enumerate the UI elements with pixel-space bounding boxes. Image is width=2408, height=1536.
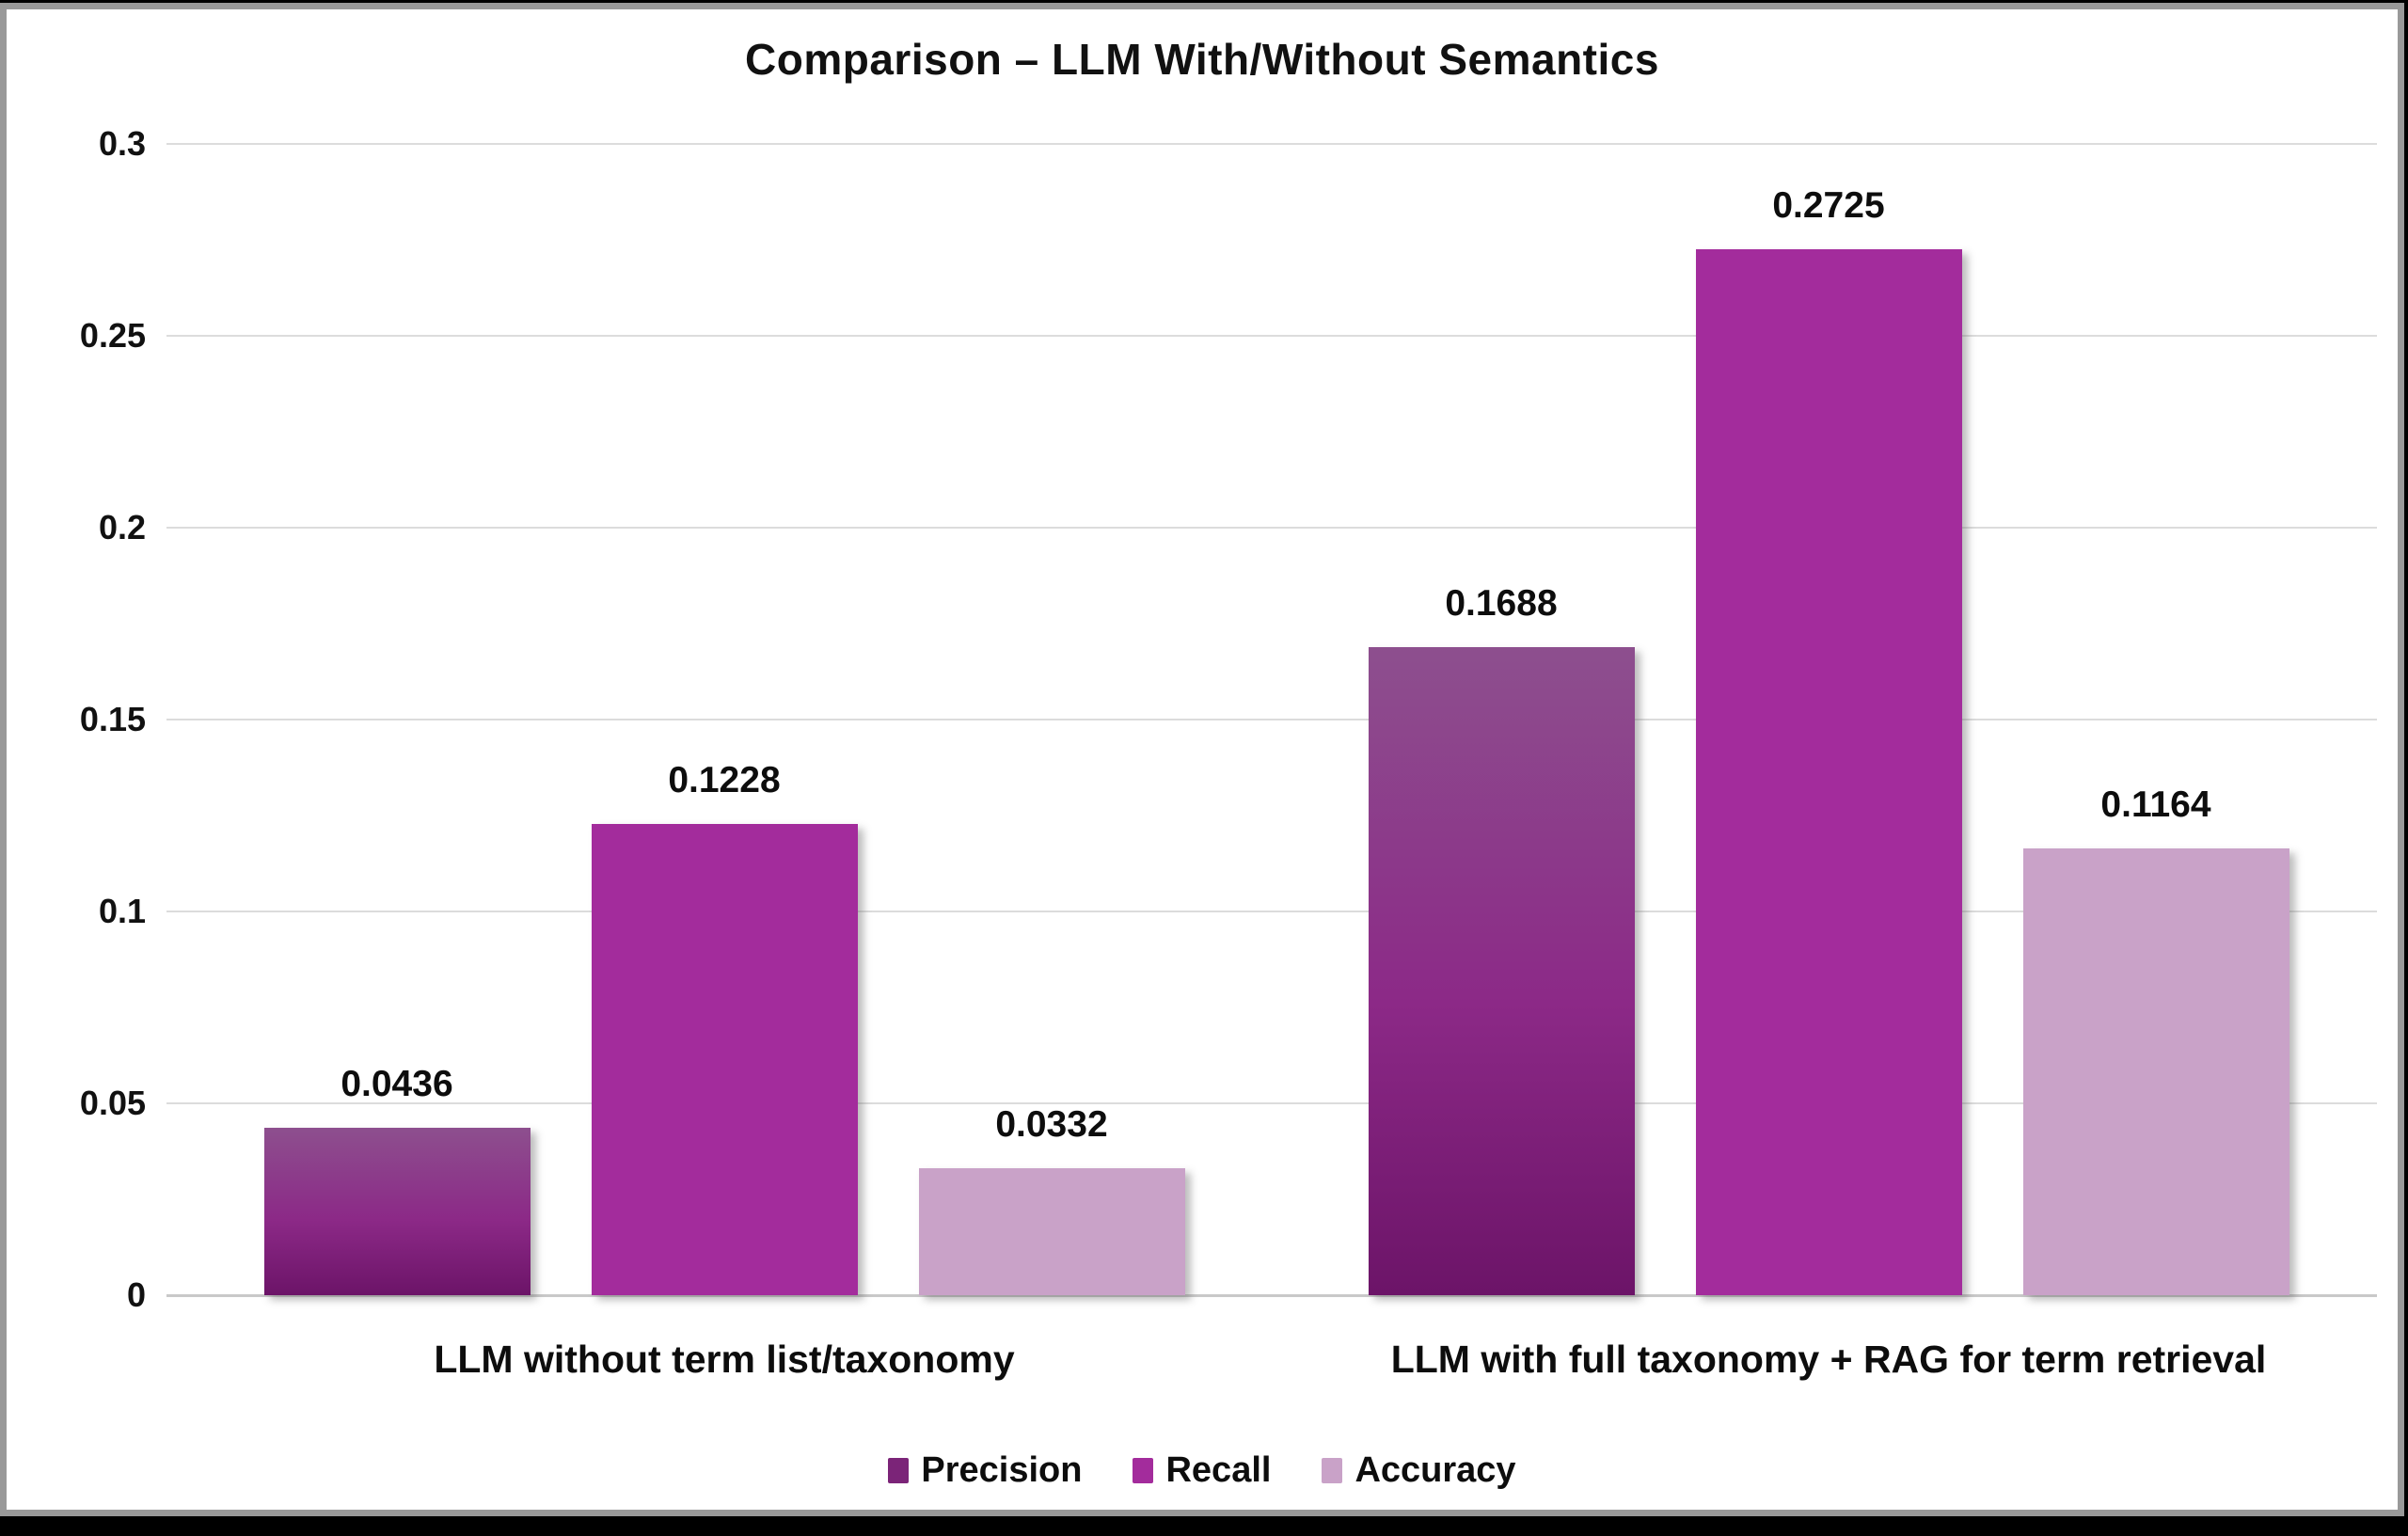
legend-item-precision: Precision <box>888 1450 1082 1491</box>
gridline <box>166 527 2377 529</box>
y-axis-tick-label: 0.25 <box>79 316 146 355</box>
y-axis-tick-label: 0.05 <box>79 1084 146 1122</box>
bar-value-label: 0.1164 <box>2100 784 2211 825</box>
bar-recall-group1 <box>591 824 858 1295</box>
legend-swatch-icon <box>1322 1458 1343 1483</box>
y-axis-tick-label: 0.15 <box>79 700 146 738</box>
legend-label: Accuracy <box>1354 1450 1516 1490</box>
gridline <box>166 719 2377 720</box>
bar-accuracy-group1 <box>918 1168 1185 1295</box>
bar-value-label: 0.0436 <box>341 1064 453 1104</box>
plot-area: 0.3 0.25 0.2 0.15 0.1 0.05 0 0.0436 0.1228 0.0332… <box>7 9 2408 1536</box>
legend-swatch-icon <box>1133 1458 1154 1483</box>
chart-frame: Comparison – LLM With/Without Semantics … <box>0 3 2404 1516</box>
y-axis-tick-label: 0.3 <box>98 124 146 163</box>
category-label: LLM with full taxonomy + RAG for term re… <box>1390 1338 2267 1381</box>
y-axis-tick-label: 0.1 <box>98 892 146 930</box>
category-label: LLM without term list/taxonomy <box>434 1338 1015 1381</box>
bar-precision-group1 <box>263 1128 531 1295</box>
legend-label: Recall <box>1165 1450 1272 1490</box>
x-axis-line <box>166 1294 2377 1297</box>
legend-item-recall: Recall <box>1133 1450 1271 1491</box>
bar-value-label: 0.1688 <box>1445 583 1558 624</box>
y-axis-tick-label: 0.2 <box>98 508 146 546</box>
gridline <box>166 335 2377 337</box>
legend-item-accuracy: Accuracy <box>1322 1450 1516 1491</box>
legend-swatch-icon <box>888 1458 910 1483</box>
bar-recall-group2 <box>1695 249 1962 1295</box>
bar-accuracy-group2 <box>2022 848 2289 1295</box>
bar-value-label: 0.2725 <box>1772 185 1885 226</box>
bar-value-label: 0.1228 <box>668 760 781 800</box>
legend: Precision Recall Accuracy <box>7 1450 2398 1491</box>
bar-precision-group2 <box>1368 647 1635 1295</box>
gridline <box>166 143 2377 145</box>
y-axis-tick-label: 0 <box>126 1275 146 1314</box>
legend-label: Precision <box>921 1450 1083 1490</box>
gridline <box>166 1102 2377 1104</box>
bar-value-label: 0.0332 <box>995 1104 1108 1145</box>
chart-title: Comparison – LLM With/Without Semantics <box>745 35 1659 84</box>
gridline <box>166 911 2377 912</box>
